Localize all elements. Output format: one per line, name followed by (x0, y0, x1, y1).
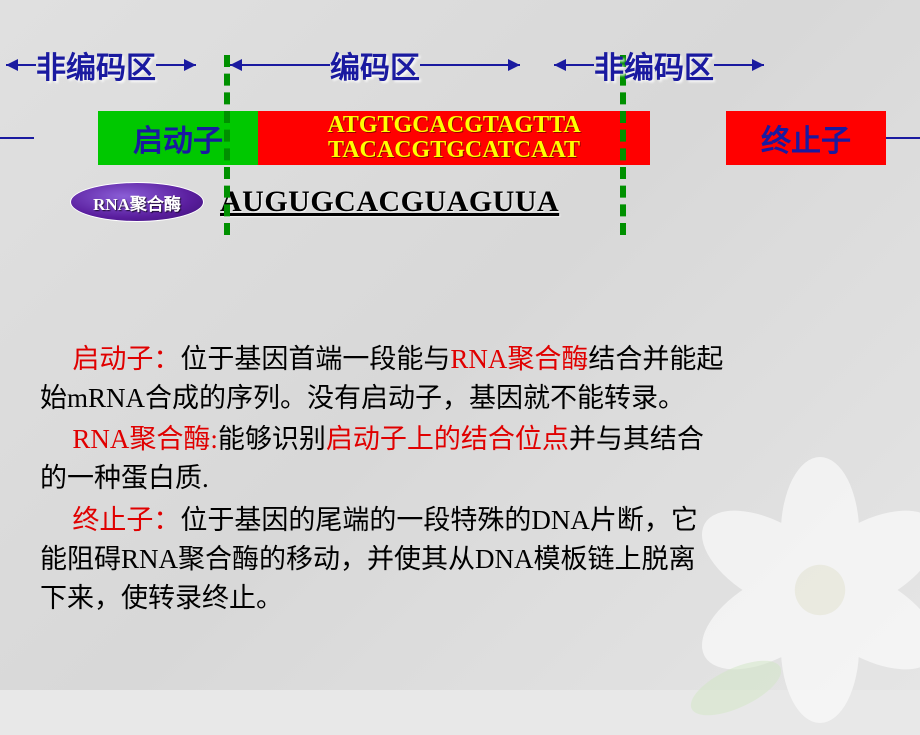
arrow-segment (6, 64, 36, 66)
arrow-segment (420, 64, 520, 66)
terminator-block: 终止子 (726, 111, 886, 165)
region-labels-row: 非编码区 编码区 非编码区 (0, 30, 920, 100)
noncoding-right-label: 非编码区 (594, 43, 714, 87)
promoter-block: 启动子 (98, 111, 258, 165)
mrna-sequence: AUGUGCACGUAGUUA (220, 185, 559, 219)
dna-top-strand: ATGTGCACGTAGTTA (327, 113, 580, 138)
coding-region-label: 编码区 (330, 43, 420, 87)
rnap-definition: RNA聚合酶:能够识别启动子上的结合位点并与其结合 的一种蛋白质. (40, 420, 880, 498)
gene-blocks-row: 启动子 ATGTGCACGTAGTTA TACACGTGCATCAAT 终止子 (0, 108, 920, 168)
gene-structure-diagram: 非编码区 编码区 非编码区 启动子 ATGTGCACGTAGTTA TACACG… (0, 30, 920, 222)
coding-sequence-block: ATGTGCACGTAGTTA TACACGTGCATCAAT (258, 111, 650, 165)
definitions-text: 启动子：位于基因首端一段能与RNA聚合酶结合并能起 始mRNA合成的序列。没有启… (40, 340, 880, 620)
terminator-label: 终止子 (761, 116, 851, 160)
transcription-row: RNA聚合酶 AUGUGCACGUAGUUA (0, 182, 920, 222)
rna-polymerase-ellipse: RNA聚合酶 (70, 182, 204, 222)
rna-polymerase-label: RNA聚合酶 (93, 190, 181, 215)
arrow-segment (156, 64, 196, 66)
terminator-term: 终止子： (72, 505, 180, 535)
promoter-definition: 启动子：位于基因首端一段能与RNA聚合酶结合并能起 始mRNA合成的序列。没有启… (40, 340, 880, 418)
arrow-segment (230, 64, 330, 66)
noncoding-left-label: 非编码区 (36, 43, 156, 87)
arrow-segment (714, 64, 764, 66)
rnap-term: RNA聚合酶: (72, 424, 218, 454)
terminator-definition: 终止子：位于基因的尾端的一段特殊的DNA片断，它 能阻碍RNA聚合酶的移动，并使… (40, 501, 880, 618)
arrow-segment (554, 64, 594, 66)
dna-bottom-strand: TACACGTGCATCAAT (328, 138, 580, 163)
promoter-label: 启动子 (133, 116, 223, 160)
promoter-term: 启动子： (72, 344, 180, 374)
